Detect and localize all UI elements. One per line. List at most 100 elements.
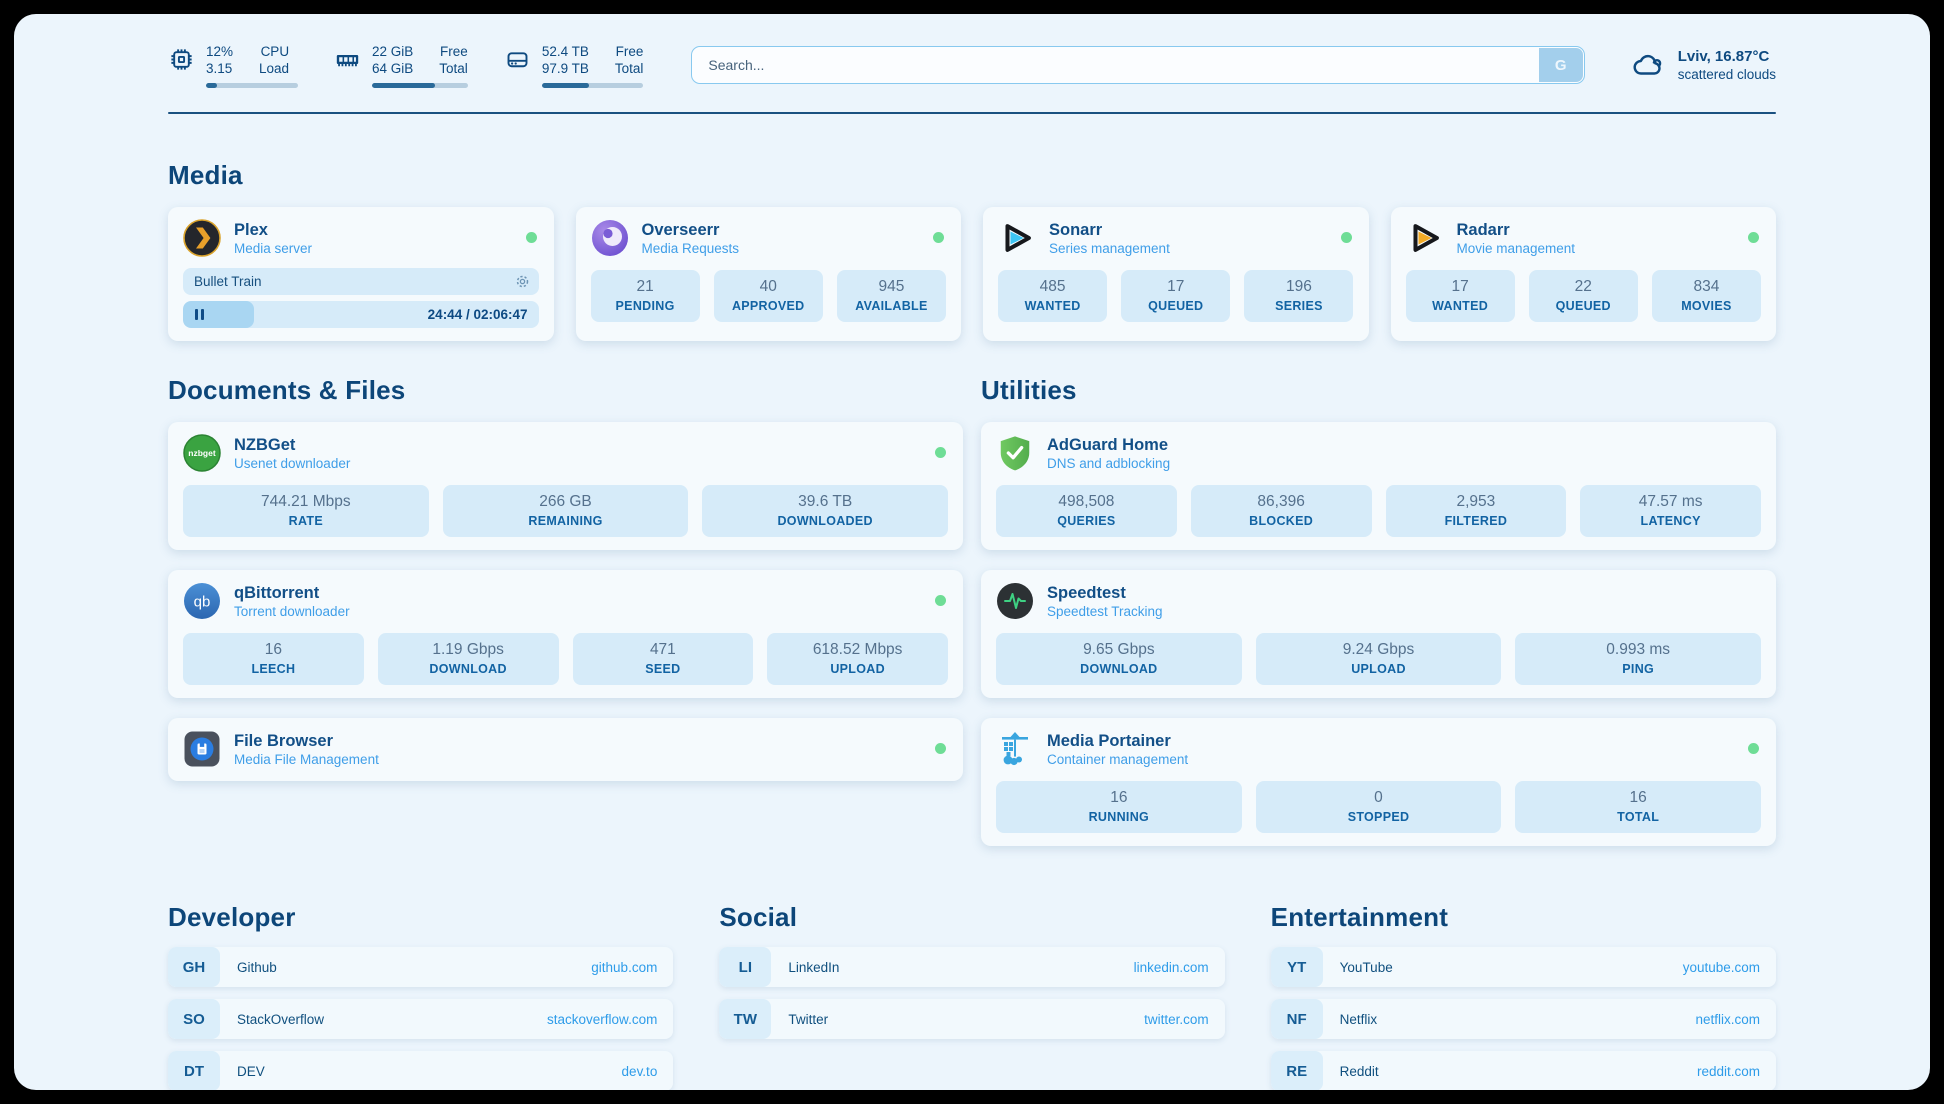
stat-blocked: 86,396 BLOCKED <box>1190 485 1372 537</box>
bookmark-stackoverflow[interactable]: SO StackOverflow stackoverflow.com <box>168 999 674 1039</box>
stat-label: FILTERED <box>1444 514 1508 528</box>
disk-total-value: 97.9 TB <box>541 60 589 76</box>
stat-value: 9.65 Gbps <box>1083 641 1155 658</box>
stat-seed: 471 SEED <box>572 633 754 685</box>
bookmark-group-title: Developer <box>168 902 296 932</box>
stat-label: MOVIES <box>1681 299 1732 313</box>
bookmark-abbr: SO <box>168 999 220 1039</box>
section-title-utilities: Utilities <box>981 375 1077 405</box>
now-playing-title: Bullet Train <box>194 274 262 289</box>
bookmark-reddit[interactable]: RE Reddit reddit.com <box>1270 1051 1776 1090</box>
app-card-filebrowser[interactable]: File Browser Media File Management <box>168 718 963 781</box>
bookmark-linkedin[interactable]: LI LinkedIn linkedin.com <box>719 947 1225 987</box>
section-utilities: Utilities <box>981 375 1776 846</box>
bookmark-youtube[interactable]: YT YouTube youtube.com <box>1270 947 1776 987</box>
stat-queued: 22 QUEUED <box>1528 270 1638 322</box>
stat-label: BLOCKED <box>1249 514 1314 528</box>
stat-filtered: 2,953 FILTERED <box>1385 485 1567 537</box>
stat-value: 16 <box>1629 789 1647 806</box>
stat-label: APPROVED <box>731 299 805 313</box>
disk-widget: 52.4 TB 97.9 TB Free Total <box>504 43 644 88</box>
topbar: 12% 3.15 CPU Load <box>168 40 1776 90</box>
stat-series: 196 SERIES <box>1244 270 1354 322</box>
ram-widget: 22 GiB 64 GiB Free Total <box>334 43 468 88</box>
stat-value: 22 <box>1574 278 1592 295</box>
status-dot <box>935 447 946 458</box>
bookmark-url: youtube.com <box>1682 959 1760 975</box>
stat-queries: 498,508 QUERIES <box>996 485 1177 537</box>
app-card-plex[interactable]: Plex Media server Bullet Train <box>168 207 554 341</box>
stat-label: STOPPED <box>1347 810 1410 824</box>
search-engine-button[interactable]: G <box>1538 48 1583 82</box>
app-subtitle: Container management <box>1047 752 1189 768</box>
stat-label: RUNNING <box>1088 810 1150 824</box>
filebrowser-icon <box>184 731 220 767</box>
stat-latency: 47.57 ms LATENCY <box>1580 485 1761 537</box>
app-card-nzbget[interactable]: nzbget NZBGet Usenet downloader 744.21 M… <box>168 422 963 550</box>
status-dot <box>525 232 537 243</box>
stat-rate: 744.21 Mbps RATE <box>183 485 429 537</box>
app-title: Sonarr <box>1049 220 1103 239</box>
stat-available: 945 AVAILABLE <box>836 270 946 322</box>
app-card-sonarr[interactable]: Sonarr Series management 485 WANTED 17 Q… <box>983 207 1369 341</box>
stat-value: 498,508 <box>1058 493 1115 510</box>
app-card-radarr[interactable]: Radarr Movie management 17 WANTED 22 QUE… <box>1390 207 1776 341</box>
app-card-qbittorrent[interactable]: qb qBittorrent Torrent downloader 16 <box>168 570 963 698</box>
cpu-progress-bar <box>206 82 298 88</box>
stat-ping: 0.993 ms PING <box>1515 633 1761 685</box>
nzbget-icon: nzbget <box>183 434 221 472</box>
stat-value: 471 <box>649 641 676 658</box>
qbittorrent-icon: qb <box>184 583 220 619</box>
search-input[interactable] <box>691 46 1585 84</box>
bookmark-group-entertainment: Entertainment YT YouTube youtube.com NF … <box>1270 902 1776 1090</box>
section-documents: Documents & Files nzbget NZBGet Usenet d… <box>168 375 963 846</box>
playback-progress-bar: 24:44 / 02:06:47 <box>183 301 539 328</box>
bookmark-netflix[interactable]: NF Netflix netflix.com <box>1270 999 1776 1039</box>
pause-icon[interactable] <box>195 309 204 320</box>
app-title: AdGuard Home <box>1047 435 1169 454</box>
bookmark-dev[interactable]: DT DEV dev.to <box>168 1051 674 1090</box>
svg-text:qb: qb <box>194 594 211 611</box>
weather-widget: Lviv, 16.87°C scattered clouds <box>1631 47 1776 84</box>
app-subtitle: Torrent downloader <box>234 604 350 620</box>
stat-value: 1.19 Gbps <box>432 641 504 658</box>
stat-pending: 21 PENDING <box>590 270 700 322</box>
bookmark-url: reddit.com <box>1696 1063 1760 1079</box>
app-title: Overseerr <box>641 220 720 239</box>
system-widgets: 12% 3.15 CPU Load <box>168 43 644 88</box>
stat-approved: 40 APPROVED <box>713 270 823 322</box>
disk-progress-bar <box>541 82 644 88</box>
ram-icon <box>336 55 359 67</box>
stat-value: 834 <box>1693 278 1720 295</box>
bookmark-twitter[interactable]: TW Twitter twitter.com <box>719 999 1225 1039</box>
now-playing-widget: Bullet Train 24:44 / 02:06:47 <box>183 268 539 328</box>
stat-label: RATE <box>288 514 323 528</box>
playback-progress-fill <box>183 301 255 328</box>
status-dot <box>935 743 946 754</box>
status-dot <box>1748 232 1759 243</box>
ram-label-1: Free <box>440 43 468 59</box>
stat-value: 945 <box>878 278 905 295</box>
app-title: qBittorrent <box>234 583 320 602</box>
stat-label: LATENCY <box>1640 514 1701 528</box>
stat-download: 1.19 Gbps DOWNLOAD <box>377 633 559 685</box>
bookmark-name: Github <box>237 959 277 975</box>
app-card-speedtest[interactable]: Speedtest Speedtest Tracking 9.65 Gbps D… <box>981 570 1776 698</box>
stat-stopped: 0 STOPPED <box>1255 781 1502 833</box>
bookmark-abbr: RE <box>1270 1051 1323 1090</box>
bookmark-github[interactable]: GH Github github.com <box>168 947 674 987</box>
app-title: Radarr <box>1456 220 1510 239</box>
gear-icon[interactable] <box>515 274 530 289</box>
status-dot <box>1748 743 1759 754</box>
bookmark-url: dev.to <box>621 1063 658 1079</box>
stat-total: 16 TOTAL <box>1515 781 1761 833</box>
stat-value: 47.57 ms <box>1638 493 1703 510</box>
cpu-load-value: 3.15 <box>206 60 233 76</box>
app-card-overseerr[interactable]: Overseerr Media Requests 21 PENDING 40 A… <box>575 207 961 341</box>
app-card-portainer[interactable]: Media Portainer Container management 16 … <box>981 718 1776 846</box>
stat-label: DOWNLOAD <box>429 662 507 676</box>
app-card-adguard[interactable]: AdGuard Home DNS and adblocking 498,508 … <box>981 422 1776 550</box>
cpu-widget: 12% 3.15 CPU Load <box>168 43 298 88</box>
app-subtitle: Movie management <box>1456 241 1576 257</box>
app-subtitle: Series management <box>1049 241 1170 257</box>
